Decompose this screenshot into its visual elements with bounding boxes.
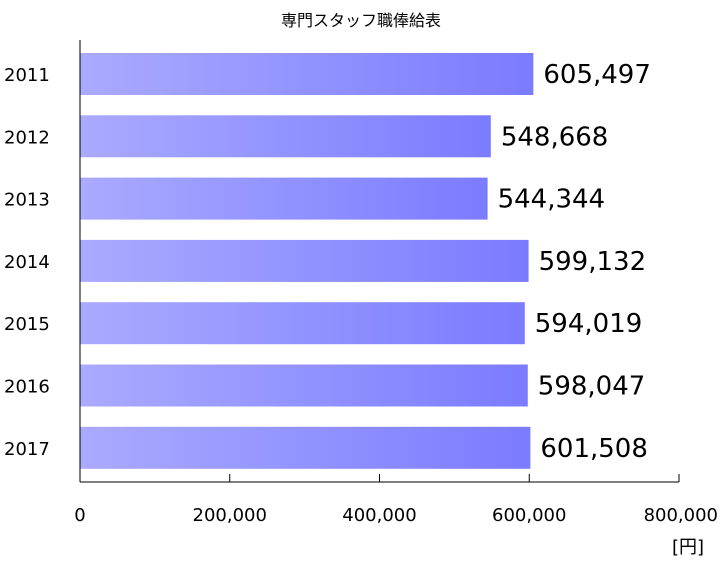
data-label-2012: 548,668 xyxy=(501,122,609,152)
x-tick-label-3: 600,000 xyxy=(492,505,566,526)
category-label-2013: 2013 xyxy=(4,190,50,211)
x-tick-label-1: 200,000 xyxy=(193,505,267,526)
data-label-2013: 544,344 xyxy=(498,185,606,215)
x-axis-unit: [円] xyxy=(672,537,704,558)
category-label-2011: 2011 xyxy=(4,65,50,86)
bar-2016 xyxy=(80,364,528,407)
category-label-2016: 2016 xyxy=(4,377,50,398)
category-label-2017: 2017 xyxy=(4,439,50,460)
bar-2012 xyxy=(80,115,491,158)
category-label-2015: 2015 xyxy=(4,314,50,335)
chart-title: 専門スタッフ職俸給表 xyxy=(281,11,441,30)
bar-2013 xyxy=(80,177,488,220)
data-label-2017: 601,508 xyxy=(540,434,648,464)
category-label-2014: 2014 xyxy=(4,252,50,273)
x-tick-label-4: 800,000 xyxy=(644,505,718,526)
data-label-2014: 599,132 xyxy=(539,247,647,277)
bar-2011 xyxy=(80,53,534,95)
bar-2014 xyxy=(80,239,529,282)
data-label-2011: 605,497 xyxy=(543,60,651,90)
data-label-2016: 598,047 xyxy=(538,372,646,402)
bar-2017 xyxy=(80,426,531,469)
data-label-2015: 594,019 xyxy=(535,309,643,339)
x-tick-label-2: 400,000 xyxy=(342,505,416,526)
category-label-2012: 2012 xyxy=(4,127,50,148)
x-tick-label-0: 0 xyxy=(74,505,85,526)
bar-2015 xyxy=(80,302,525,345)
